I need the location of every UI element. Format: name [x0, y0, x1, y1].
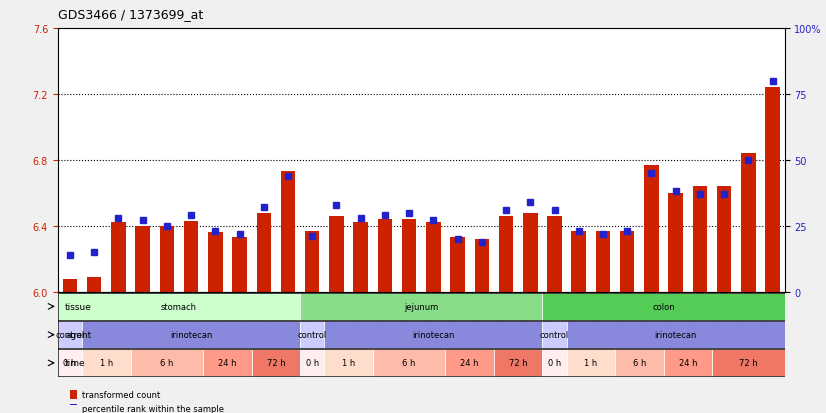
FancyBboxPatch shape	[543, 293, 785, 320]
FancyBboxPatch shape	[325, 349, 373, 377]
Bar	[208, 233, 222, 292]
FancyBboxPatch shape	[252, 349, 300, 377]
Text: 0 h: 0 h	[306, 358, 319, 368]
Bar	[741, 154, 756, 292]
Bar	[330, 216, 344, 292]
Text: 1 h: 1 h	[100, 358, 113, 368]
Bar	[766, 88, 780, 292]
FancyBboxPatch shape	[300, 321, 325, 349]
Bar	[426, 223, 440, 292]
Text: time: time	[65, 358, 86, 368]
FancyBboxPatch shape	[58, 349, 82, 377]
Bar	[232, 238, 247, 292]
FancyBboxPatch shape	[543, 321, 567, 349]
Text: 72 h: 72 h	[739, 358, 757, 368]
Bar	[620, 231, 634, 292]
FancyBboxPatch shape	[82, 349, 131, 377]
FancyBboxPatch shape	[567, 349, 615, 377]
Bar	[257, 213, 271, 292]
Bar	[184, 221, 198, 292]
Text: GDS3466 / 1373699_at: GDS3466 / 1373699_at	[58, 8, 203, 21]
Text: control: control	[55, 330, 84, 339]
Text: tissue: tissue	[65, 302, 92, 311]
Text: percentile rank within the sample: percentile rank within the sample	[82, 404, 224, 413]
Text: 6 h: 6 h	[160, 358, 173, 368]
Text: irinotecan: irinotecan	[412, 330, 454, 339]
Bar	[402, 220, 416, 292]
FancyBboxPatch shape	[615, 349, 663, 377]
FancyBboxPatch shape	[712, 349, 785, 377]
Text: jejunum: jejunum	[404, 302, 439, 311]
Bar	[135, 226, 150, 292]
Bar	[475, 240, 489, 292]
Bar	[112, 223, 126, 292]
Bar	[668, 193, 683, 292]
Text: 72 h: 72 h	[267, 358, 285, 368]
Text: 24 h: 24 h	[678, 358, 697, 368]
Text: agent: agent	[65, 330, 92, 339]
Text: 6 h: 6 h	[402, 358, 415, 368]
Text: 24 h: 24 h	[218, 358, 237, 368]
Bar	[70, 390, 77, 399]
FancyBboxPatch shape	[300, 293, 543, 320]
Text: irinotecan: irinotecan	[170, 330, 212, 339]
FancyBboxPatch shape	[373, 349, 445, 377]
Bar	[644, 165, 658, 292]
Bar	[63, 279, 77, 292]
Text: 0 h: 0 h	[548, 358, 561, 368]
Bar	[354, 223, 368, 292]
Bar	[499, 216, 513, 292]
Text: irinotecan: irinotecan	[654, 330, 697, 339]
Bar	[159, 226, 174, 292]
Bar	[548, 216, 562, 292]
FancyBboxPatch shape	[445, 349, 494, 377]
Text: 6 h: 6 h	[633, 358, 646, 368]
Bar	[305, 231, 320, 292]
Bar	[70, 404, 77, 413]
FancyBboxPatch shape	[203, 349, 252, 377]
Bar	[523, 213, 538, 292]
Text: stomach: stomach	[161, 302, 197, 311]
Bar	[281, 172, 295, 292]
Text: control: control	[540, 330, 569, 339]
Text: 1 h: 1 h	[584, 358, 597, 368]
Bar	[693, 187, 707, 292]
FancyBboxPatch shape	[58, 293, 300, 320]
Bar	[596, 231, 610, 292]
FancyBboxPatch shape	[325, 321, 543, 349]
Text: 72 h: 72 h	[509, 358, 528, 368]
FancyBboxPatch shape	[494, 349, 543, 377]
Bar	[377, 220, 392, 292]
FancyBboxPatch shape	[58, 321, 82, 349]
Text: 0 h: 0 h	[64, 358, 77, 368]
FancyBboxPatch shape	[131, 349, 203, 377]
FancyBboxPatch shape	[567, 321, 785, 349]
FancyBboxPatch shape	[543, 349, 567, 377]
Text: colon: colon	[653, 302, 675, 311]
Bar	[572, 231, 586, 292]
FancyBboxPatch shape	[82, 321, 300, 349]
Text: 1 h: 1 h	[342, 358, 355, 368]
Text: control: control	[297, 330, 327, 339]
Bar	[87, 277, 102, 292]
FancyBboxPatch shape	[300, 349, 325, 377]
Text: transformed count: transformed count	[82, 390, 160, 399]
FancyBboxPatch shape	[663, 349, 712, 377]
Bar	[717, 187, 731, 292]
Bar	[450, 238, 465, 292]
Text: 24 h: 24 h	[460, 358, 479, 368]
